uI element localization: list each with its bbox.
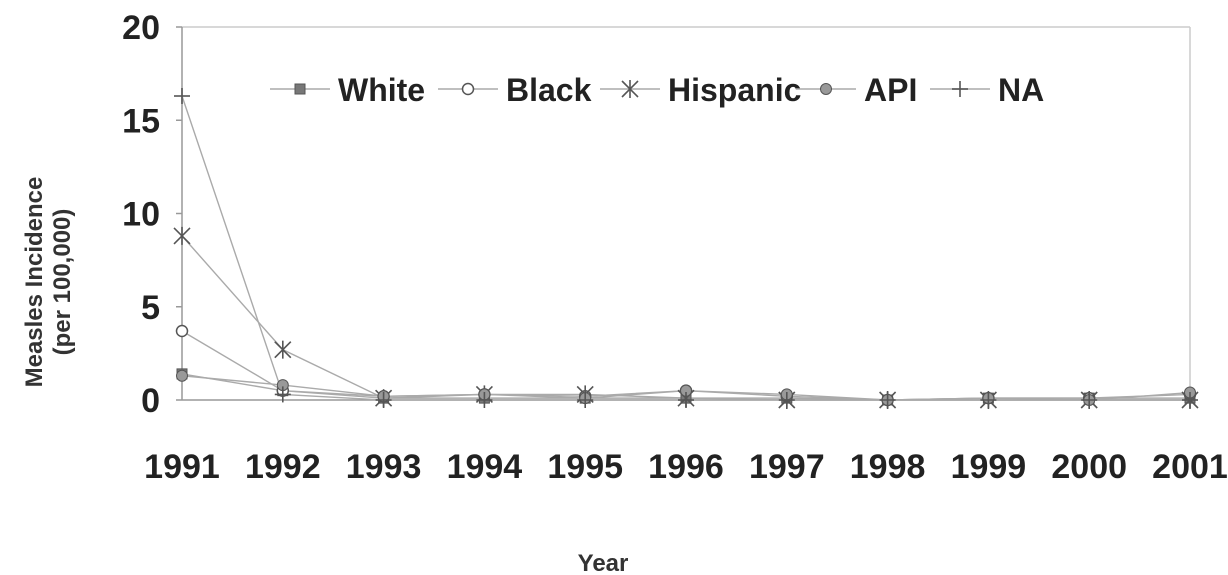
point-na-1991 <box>174 88 190 105</box>
legend-item-na: NA <box>930 72 1044 108</box>
point-na-2001 <box>1182 392 1198 408</box>
x-tick-label: 2000 <box>1051 448 1127 486</box>
y-tick-label: 0 <box>141 382 160 420</box>
series-markers <box>173 88 1199 409</box>
x-tick-label: 1991 <box>144 448 220 486</box>
x-axis-title: Year <box>578 550 629 575</box>
legend: White Black Hispanic API NA <box>270 72 1044 108</box>
point-na-2000 <box>1081 392 1098 408</box>
point-na-1993 <box>375 392 392 408</box>
x-axis-ticks: 1991 1992 1993 1994 1995 1996 1997 1998 1999 2000… <box>144 448 1228 486</box>
marker-dot <box>820 83 832 95</box>
legend-item-white: White <box>270 72 425 108</box>
legend-item-api: API <box>796 72 917 108</box>
series-line-na <box>181 95 1190 401</box>
point-hispanic-1991 <box>173 226 191 245</box>
legend-label-na: NA <box>998 72 1044 108</box>
legend-label-black: Black <box>506 72 592 108</box>
x-tick-label: 1997 <box>749 448 825 486</box>
y-tick-label: 10 <box>122 196 160 234</box>
legend-marker-white <box>294 83 306 95</box>
y-axis-title-line2: (per 100,000) <box>49 209 76 356</box>
x-tick-label: 1999 <box>951 448 1027 486</box>
point-hispanic-1992 <box>274 340 292 359</box>
legend-item-black: Black <box>438 72 592 108</box>
point-na-1997 <box>778 392 795 408</box>
x-tick-label: 1998 <box>850 448 926 486</box>
legend-marker-hispanic <box>621 80 639 98</box>
y-tick-label: 20 <box>122 9 160 47</box>
point-na-1996 <box>678 392 694 408</box>
legend-label-white: White <box>338 72 425 108</box>
marker-dot <box>176 369 188 382</box>
point-na-1994 <box>476 392 493 408</box>
legend-label-api: API <box>864 72 917 108</box>
point-api-1991 <box>176 369 188 382</box>
series-line-hispanic <box>181 235 1190 401</box>
point-na-1995 <box>577 392 594 408</box>
x-tick-label: 1993 <box>346 448 422 486</box>
legend-marker-black <box>461 82 475 96</box>
legend-item-hispanic: Hispanic <box>600 72 801 108</box>
y-tick-label: 15 <box>122 102 160 140</box>
point-black-1991 <box>175 324 189 338</box>
legend-label-hispanic: Hispanic <box>668 72 801 108</box>
legend-marker-api <box>820 83 832 95</box>
point-na-1992 <box>274 386 291 403</box>
point-na-1999 <box>980 392 997 408</box>
y-axis-ticks: 0 5 10 15 20 <box>122 9 182 420</box>
y-tick-label: 5 <box>141 289 160 327</box>
marker-circle <box>175 324 189 338</box>
point-na-1998 <box>879 392 896 408</box>
x-tick-label: 1995 <box>547 448 623 486</box>
x-tick-label: 2001 <box>1152 448 1228 486</box>
x-tick-label: 1994 <box>447 448 523 486</box>
y-axis-title: Measles Incidence (per 100,000) <box>21 177 76 388</box>
legend-marker-na <box>952 81 968 97</box>
series-lines <box>181 95 1191 401</box>
marker-circle <box>461 82 475 96</box>
y-axis-title-line1: Measles Incidence <box>21 177 48 388</box>
x-tick-label: 1992 <box>245 448 321 486</box>
marker-square <box>294 83 306 95</box>
x-tick-label: 1996 <box>648 448 724 486</box>
